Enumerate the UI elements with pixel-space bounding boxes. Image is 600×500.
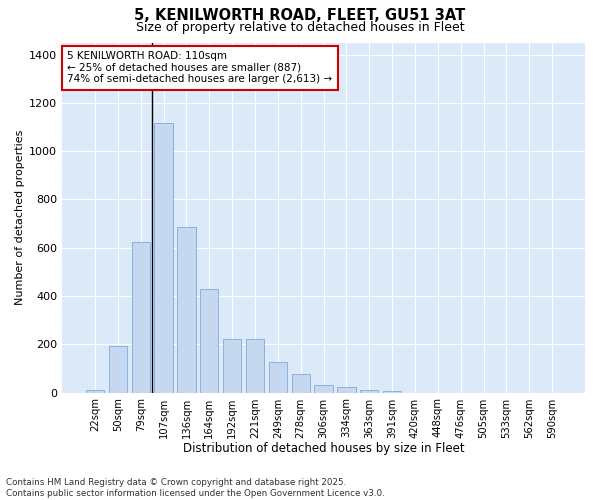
Bar [292,374,310,392]
Bar [337,388,356,392]
Bar [314,386,333,392]
Text: 5 KENILWORTH ROAD: 110sqm
← 25% of detached houses are smaller (887)
74% of semi: 5 KENILWORTH ROAD: 110sqm ← 25% of detac… [67,52,332,84]
Bar [178,227,196,392]
Bar [360,390,379,392]
Bar [109,346,127,393]
Bar [269,362,287,392]
Bar [246,340,264,392]
Text: Contains HM Land Registry data © Crown copyright and database right 2025.
Contai: Contains HM Land Registry data © Crown c… [6,478,385,498]
Text: 5, KENILWORTH ROAD, FLEET, GU51 3AT: 5, KENILWORTH ROAD, FLEET, GU51 3AT [134,8,466,22]
Y-axis label: Number of detached properties: Number of detached properties [15,130,25,305]
Bar [154,124,173,392]
Bar [131,242,150,392]
Bar [86,390,104,392]
Bar [223,340,241,392]
X-axis label: Distribution of detached houses by size in Fleet: Distribution of detached houses by size … [183,442,464,455]
Bar [200,289,218,393]
Text: Size of property relative to detached houses in Fleet: Size of property relative to detached ho… [136,21,464,34]
